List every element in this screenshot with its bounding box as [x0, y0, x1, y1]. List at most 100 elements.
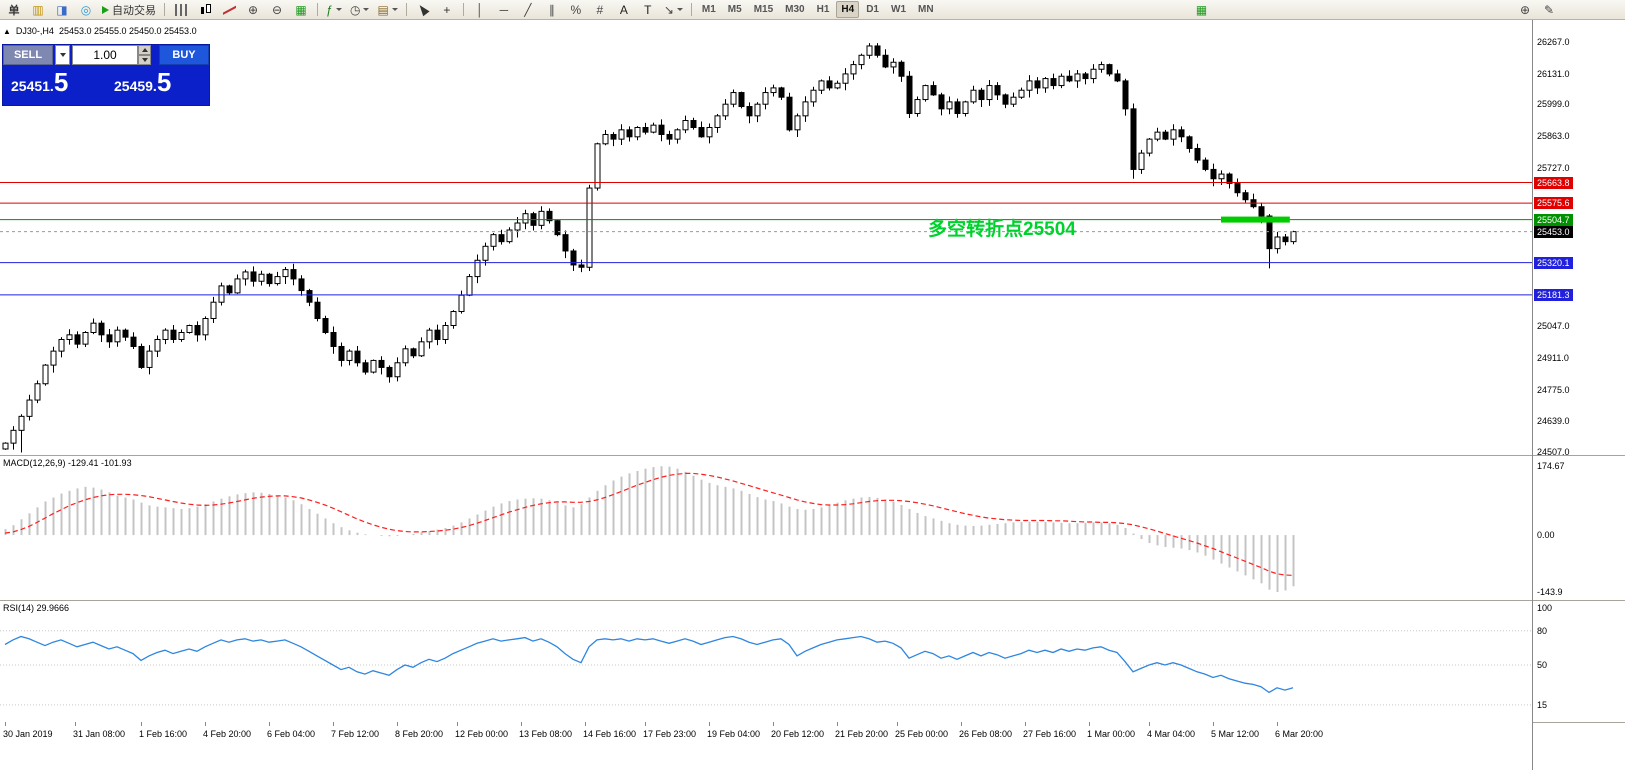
indicators-icon[interactable]: ƒ: [323, 0, 345, 20]
time-tick-label: 26 Feb 08:00: [959, 729, 1013, 739]
time-tick: [333, 722, 334, 726]
volume-up-button[interactable]: [138, 45, 151, 55]
volume-down-button[interactable]: [138, 55, 151, 65]
arrows-icon-glyph: ↘: [663, 2, 674, 17]
trendline-icon[interactable]: ╱: [517, 0, 539, 20]
chevron-down-icon: [335, 8, 342, 11]
highlight-segment[interactable]: [1221, 216, 1290, 223]
price-axis[interactable]: 26267.0 26131.0 25999.0 25863.0 25727.0 25047…: [1532, 20, 1625, 770]
volume-dropdown-button[interactable]: [55, 45, 70, 65]
time-tick-label: 6 Mar 20:00: [1275, 729, 1324, 739]
price-tick-label: 25047.0: [1537, 321, 1570, 331]
tile-windows-icon[interactable]: ▦: [290, 0, 312, 20]
chart-ohlc-readout: 25453.0 25455.0 25450.0 25453.0: [58, 26, 197, 36]
candlestick-chart-icon[interactable]: [194, 0, 216, 20]
time-tick: [269, 722, 270, 726]
time-tick-label: 27 Feb 16:00: [1023, 729, 1077, 739]
time-tick-label: 21 Feb 20:00: [835, 729, 889, 739]
autotrading-button[interactable]: 自动交易: [99, 0, 159, 20]
time-tick: [1213, 722, 1214, 726]
chevron-down-icon: [676, 8, 683, 11]
bar-chart-icon[interactable]: [170, 0, 192, 20]
rsi-line: [4, 635, 1294, 694]
price-tick-label: 24639.0: [1537, 416, 1570, 426]
chevron-down-icon: [59, 53, 66, 57]
compose-icon[interactable]: ✎: [1538, 0, 1560, 20]
chevron-up-icon: [141, 48, 148, 52]
time-tick-label: 31 Jan 08:00: [73, 729, 126, 739]
macd-axis-label: 174.67: [1537, 461, 1565, 471]
charts-window-icon[interactable]: ▥: [27, 0, 49, 20]
timeframe-m30-button[interactable]: M30: [785, 4, 805, 15]
time-tick: [897, 722, 898, 726]
line-chart-icon: [223, 3, 236, 16]
time-axis[interactable]: 30 Jan 2019 31 Jan 08:00 1 Feb 16:00 4 Feb …: [0, 722, 1532, 770]
axis-separator: [1533, 722, 1625, 723]
price-tick-label: 26267.0: [1537, 37, 1570, 47]
trendline-icon-glyph: ╱: [524, 2, 532, 17]
text-icon[interactable]: A: [613, 0, 635, 20]
chart-marker-icon: ▲: [3, 26, 11, 36]
toolbar-separator: [317, 3, 318, 16]
search-icon[interactable]: ⊕: [1514, 0, 1536, 20]
new-order-button[interactable]: 单: [8, 4, 20, 17]
macd-axis-label: -143.9: [1537, 587, 1563, 597]
vertical-line-icon[interactable]: │: [469, 0, 491, 20]
buy-button[interactable]: BUY: [159, 45, 209, 65]
fibonacci-icon-glyph: %: [570, 2, 582, 17]
volume-stepper: [138, 45, 151, 65]
line-chart-icon[interactable]: [218, 0, 240, 20]
level-price-chip: 25504.7: [1534, 214, 1573, 226]
level-price-chip: 25575.6: [1534, 197, 1573, 209]
time-tick: [1277, 722, 1278, 726]
arrows-icon[interactable]: ↘: [661, 0, 686, 20]
time-tick-label: 19 Feb 04:00: [707, 729, 761, 739]
zoom-in-icon-glyph: ⊕: [247, 2, 259, 17]
time-tick-label: 4 Mar 04:00: [1147, 729, 1196, 739]
sell-button[interactable]: SELL: [3, 45, 53, 65]
buy-price: 25459.5: [114, 67, 172, 97]
chart-canvas[interactable]: [0, 20, 1532, 770]
timeframe-h1-button[interactable]: H1: [816, 4, 830, 15]
timeframe-m15-button[interactable]: M15: [753, 4, 774, 15]
horizontal-line-icon[interactable]: ─: [493, 0, 515, 20]
crosshair-icon[interactable]: +: [436, 0, 458, 20]
grid-tool-icon-glyph: #: [596, 2, 604, 17]
rsi-axis-label: 80: [1537, 626, 1548, 636]
grid-tool-icon[interactable]: #: [589, 0, 611, 20]
macd-indicator-label: MACD(12,26,9) -129.41 -101.93: [3, 458, 132, 468]
timeframe-m1-button[interactable]: M1: [701, 4, 716, 15]
timeframe-h4-button[interactable]: H4: [836, 1, 860, 18]
new-window-icon[interactable]: ▦: [1191, 0, 1213, 20]
time-tick: [1149, 722, 1150, 726]
rsi-indicator-label: RSI(14) 29.9666: [3, 603, 70, 613]
chart-annotation-text[interactable]: 多空转折点25504: [928, 219, 1076, 240]
templates-icon-glyph: ▤: [377, 2, 389, 17]
templates-icon[interactable]: ▤: [374, 0, 400, 20]
volume-input[interactable]: [72, 45, 138, 65]
zoom-out-icon[interactable]: ⊖: [266, 0, 288, 20]
cursor-icon[interactable]: [412, 0, 434, 20]
timeframe-d1-button[interactable]: D1: [866, 4, 879, 15]
zoom-in-icon[interactable]: ⊕: [242, 0, 264, 20]
channel-icon[interactable]: ∥: [541, 0, 563, 20]
indicators-icon-glyph: ƒ: [326, 2, 333, 17]
market-watch-icon[interactable]: ◨: [51, 0, 73, 20]
timeframe-mn-button[interactable]: MN: [918, 4, 934, 15]
timeframe-w1-button[interactable]: W1: [891, 4, 906, 15]
time-tick-label: 25 Feb 00:00: [895, 729, 949, 739]
play-icon: [102, 5, 109, 14]
channel-icon-glyph: ∥: [548, 2, 555, 17]
time-tick-label: 1 Feb 16:00: [139, 729, 188, 739]
fibonacci-icon[interactable]: %: [565, 0, 587, 20]
rsi-axis-label: 15: [1537, 700, 1548, 710]
text-label-icon[interactable]: T: [637, 0, 659, 20]
price-tick-label: 25727.0: [1537, 163, 1570, 173]
navigator-icon[interactable]: ◎: [75, 0, 97, 20]
time-tick-label: 30 Jan 2019: [3, 729, 53, 739]
time-tick-label: 12 Feb 00:00: [455, 729, 509, 739]
chart-symbol-period: DJ30-,H4: [15, 26, 54, 36]
chevron-down-icon: [141, 58, 148, 62]
periods-icon[interactable]: ◷: [347, 0, 372, 20]
timeframe-m5-button[interactable]: M5: [727, 4, 742, 15]
